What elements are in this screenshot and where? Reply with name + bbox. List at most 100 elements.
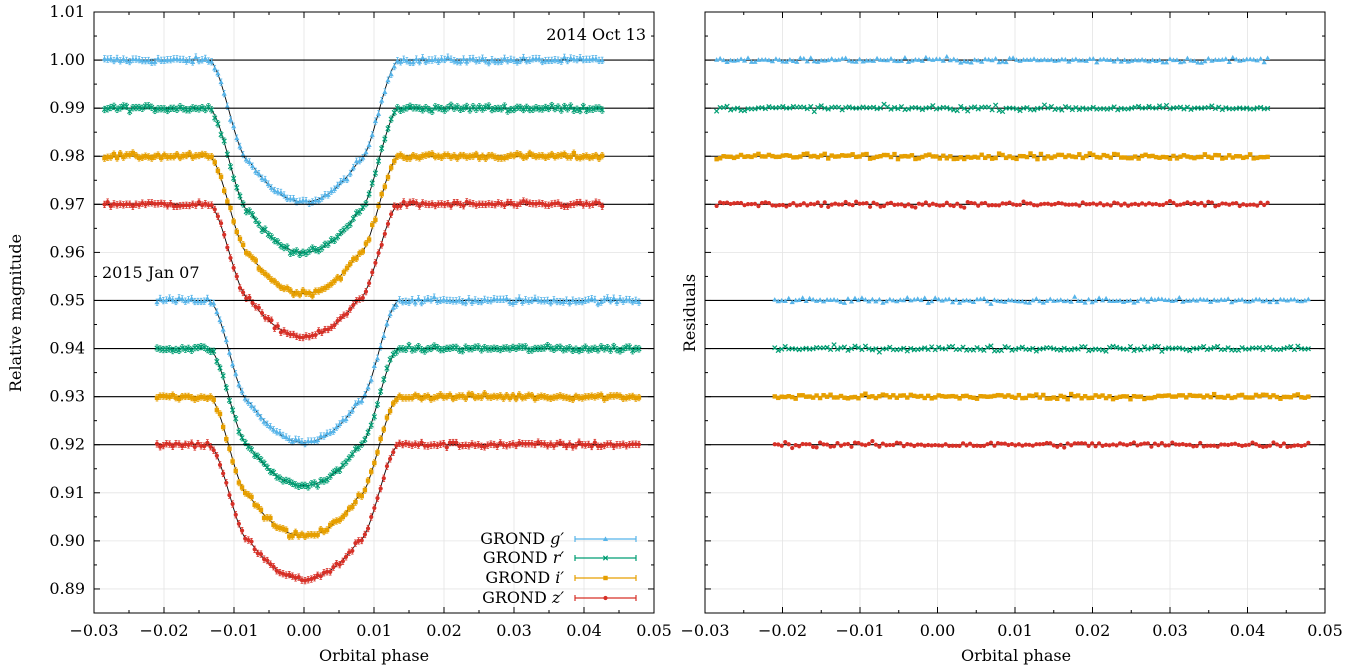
y-tick-label: 0.94 xyxy=(49,339,85,358)
data-point xyxy=(367,281,371,285)
data-point xyxy=(480,56,485,61)
data-point xyxy=(359,398,364,403)
data-point xyxy=(250,164,255,169)
data-point xyxy=(288,288,292,292)
data-point xyxy=(572,151,576,155)
data-point xyxy=(209,154,213,158)
data-point xyxy=(416,296,421,301)
data-point xyxy=(350,549,354,553)
data-point xyxy=(291,196,296,201)
y-tick-label: 0.97 xyxy=(49,194,85,213)
data-point xyxy=(365,385,370,390)
x-tick-label: −0.03 xyxy=(69,621,118,640)
data-point xyxy=(290,534,294,538)
x-tick-label: −0.02 xyxy=(139,621,188,640)
data-point xyxy=(457,297,462,302)
x-tick-label: −0.01 xyxy=(209,621,258,640)
data-point xyxy=(344,511,348,515)
data-point xyxy=(284,528,288,532)
data-point xyxy=(362,392,367,397)
data-point xyxy=(205,296,210,301)
y-tick-label: 0.98 xyxy=(49,146,85,165)
data-point xyxy=(361,249,365,253)
data-point xyxy=(319,574,323,578)
data-point xyxy=(449,204,453,208)
y-tick-label: 0.89 xyxy=(49,579,85,598)
data-point xyxy=(228,206,232,210)
y-tick-label: 0.93 xyxy=(49,387,85,406)
data-point xyxy=(464,396,468,400)
data-point xyxy=(570,298,575,303)
data-point xyxy=(348,307,352,311)
data-point xyxy=(366,478,370,482)
data-point xyxy=(268,516,272,520)
data-point xyxy=(348,171,353,176)
data-point xyxy=(363,532,367,536)
data-point xyxy=(203,56,208,61)
data-point xyxy=(194,203,198,207)
transit-model-curve xyxy=(157,301,640,443)
data-point xyxy=(410,297,415,302)
data-point xyxy=(258,415,263,420)
data-point xyxy=(388,457,392,461)
data-point xyxy=(222,91,227,96)
transit-model-curve xyxy=(105,108,605,252)
data-point xyxy=(219,175,223,179)
data-point xyxy=(363,150,368,155)
data-point xyxy=(216,169,220,173)
data-point xyxy=(370,270,374,274)
data-point xyxy=(375,450,379,454)
data-point xyxy=(354,256,358,260)
data-point xyxy=(532,296,537,301)
data-point xyxy=(224,337,229,342)
data-point xyxy=(360,538,364,542)
data-point xyxy=(310,293,314,297)
data-point xyxy=(255,411,260,416)
data-point xyxy=(405,203,409,207)
data-point xyxy=(372,506,376,510)
data-point xyxy=(597,201,601,205)
data-point xyxy=(420,55,425,60)
data-point xyxy=(238,237,242,241)
data-point xyxy=(215,408,219,412)
data-point xyxy=(167,295,172,300)
transit-model-curve xyxy=(157,445,640,580)
data-point xyxy=(605,295,610,300)
data-point xyxy=(219,221,223,225)
data-point xyxy=(600,204,604,208)
data-point xyxy=(230,362,235,367)
data-point xyxy=(399,204,403,208)
data-point xyxy=(240,485,244,489)
data-point xyxy=(225,199,229,203)
data-point xyxy=(216,214,220,218)
data-point xyxy=(379,487,383,491)
data-point xyxy=(190,441,194,445)
data-point xyxy=(228,117,233,122)
data-point xyxy=(363,488,367,492)
data-point xyxy=(564,298,569,303)
y-tick-label: 0.96 xyxy=(49,242,85,261)
data-point xyxy=(235,274,239,278)
data-point xyxy=(360,494,364,498)
data-point xyxy=(361,296,365,300)
data-point xyxy=(442,441,446,445)
transit-model-curve xyxy=(157,397,640,536)
data-point xyxy=(495,444,499,448)
data-point xyxy=(386,175,390,179)
grid xyxy=(94,12,654,613)
data-point xyxy=(489,57,494,62)
data-point xyxy=(339,276,343,280)
data-point xyxy=(215,71,220,76)
data-point xyxy=(189,296,194,301)
data-point xyxy=(375,496,379,500)
data-point xyxy=(276,324,280,328)
data-point xyxy=(385,464,389,468)
data-point xyxy=(210,203,214,207)
data-point xyxy=(386,222,390,226)
data-point xyxy=(224,437,228,441)
y-tick-label: 0.91 xyxy=(49,483,85,502)
data-point xyxy=(341,559,345,563)
data-point xyxy=(373,261,377,265)
data-point xyxy=(222,189,226,193)
